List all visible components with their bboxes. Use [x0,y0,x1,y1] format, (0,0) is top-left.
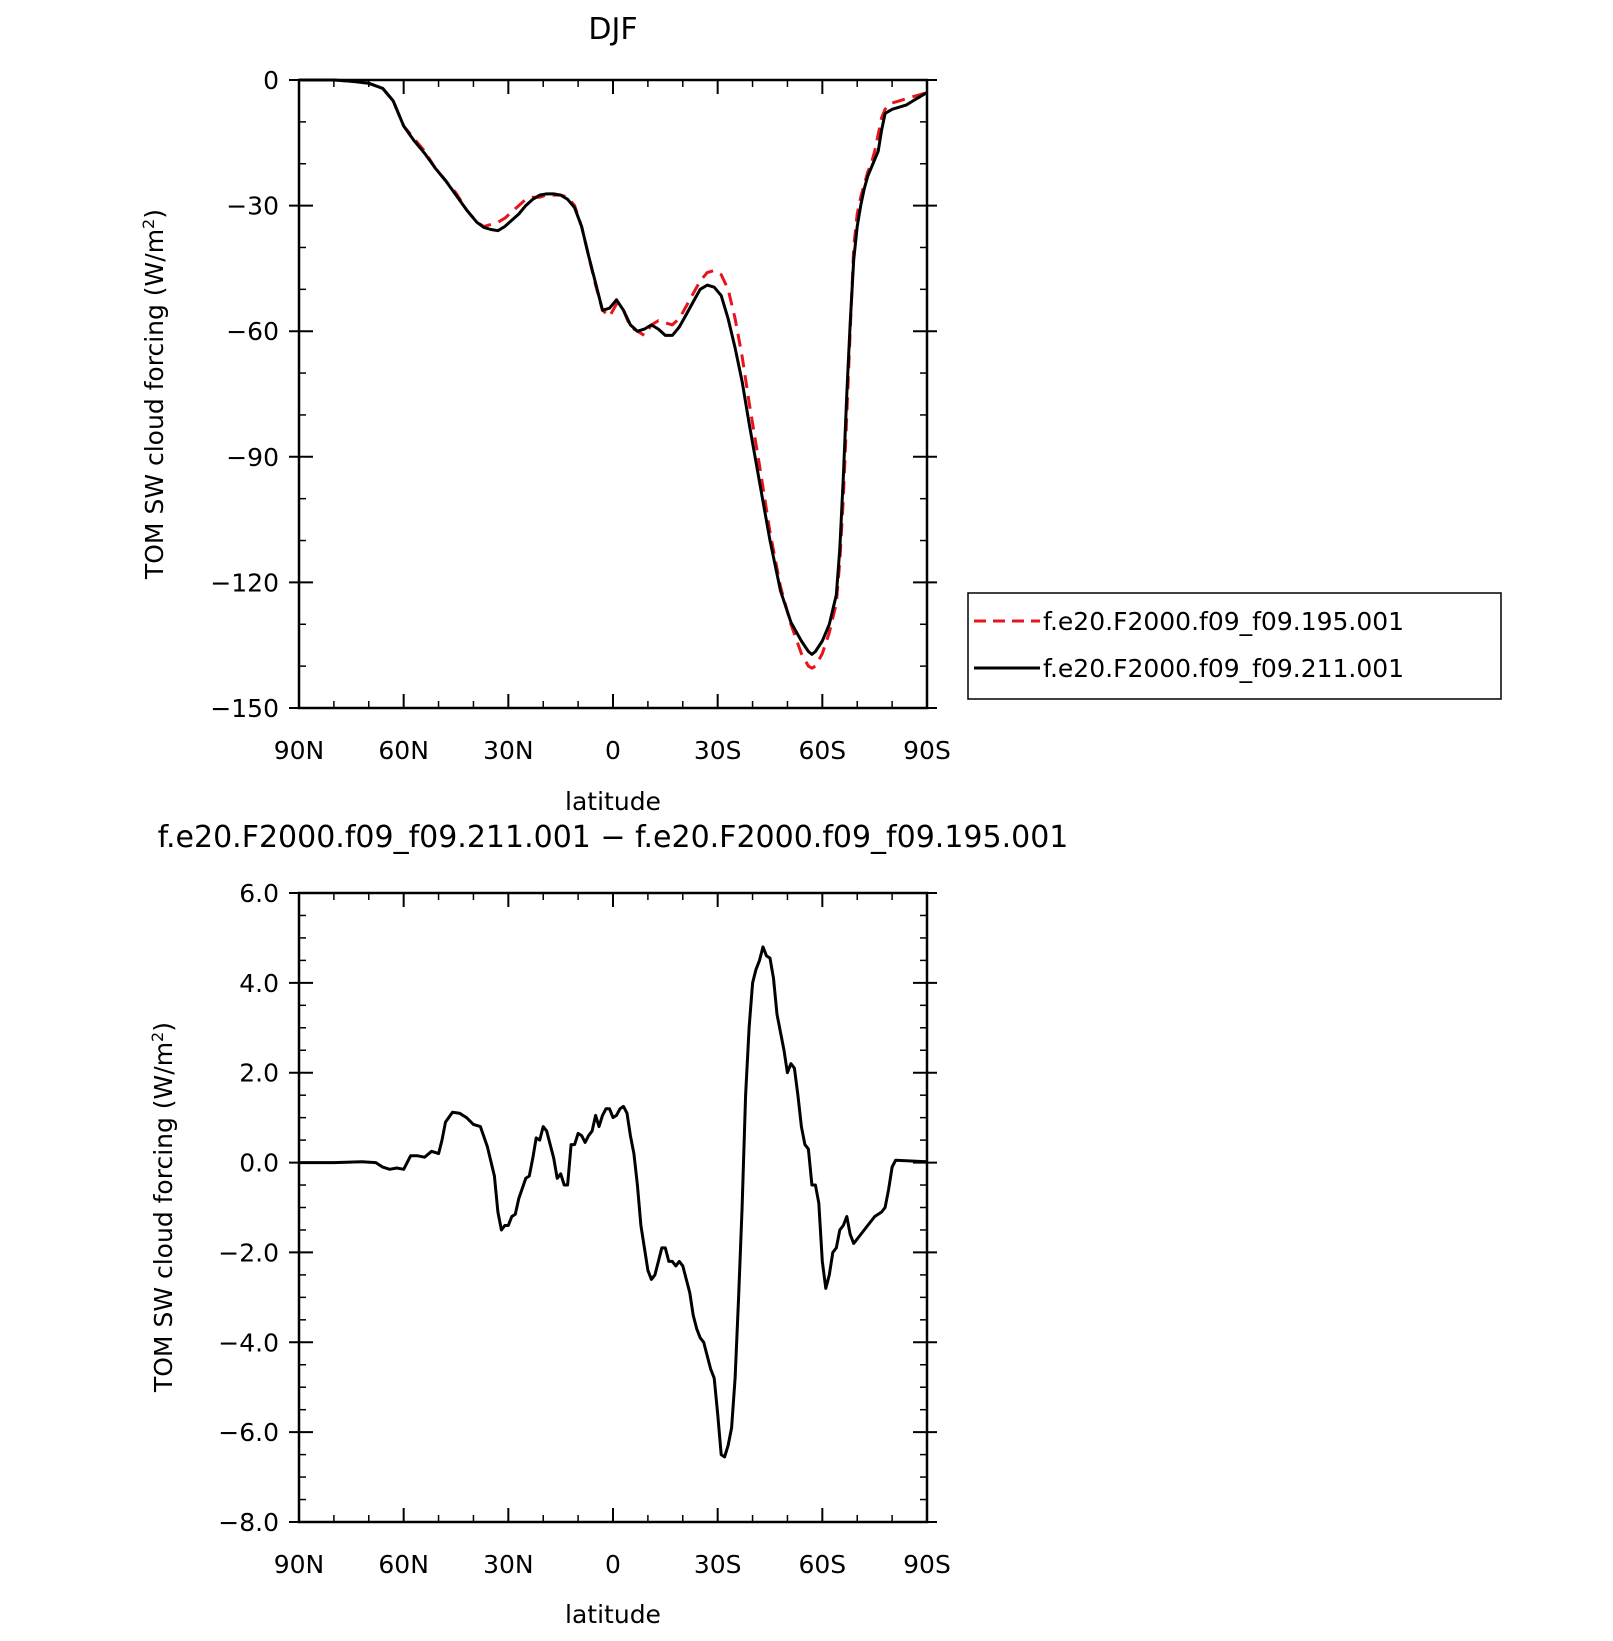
bottom-chart-title: f.e20.F2000.f09_f09.211.001 − f.e20.F200… [158,820,1069,855]
top-panel: DJF 90N 60N 30N 0 30S 60S 90S 0 −30 −60 −90 −120 −1… [139,12,1502,816]
bottom-y-tick-label: −4.0 [218,1328,279,1357]
top-y-tick-label: −120 [210,568,279,597]
bottom-y-axis-label: TOM SW cloud forcing (W/m2) [148,1022,178,1393]
bottom-series-line-1 [299,945,928,1459]
top-x-tick-label: 60N [378,736,429,765]
top-x-tick-label: 0 [605,736,621,765]
top-x-tick-label: 60S [798,736,846,765]
bottom-x-tick-labels: 90N 60N 30N 0 30S 60S 90S [274,1550,951,1579]
bottom-y-tick-label: −6.0 [218,1418,279,1447]
top-y-tick-label: −30 [226,192,279,221]
bottom-y-tick-label: 4.0 [239,969,279,998]
bottom-x-tick-label: 90S [903,1550,951,1579]
bottom-plot-frame [297,891,929,1524]
legend-box [967,592,1502,700]
top-y-axis-label: TOM SW cloud forcing (W/m2) [139,209,169,580]
legend-label-211: f.e20.F2000.f09_f09.211.001 [1043,654,1404,683]
top-y-tick-labels: 0 −30 −60 −90 −120 −150 [210,66,279,723]
bottom-panel: f.e20.F2000.f09_f09.211.001 − f.e20.F200… [148,820,1068,1629]
top-y-tick-label: −150 [210,694,279,723]
bottom-y-tick-label: 0.0 [239,1149,279,1178]
bottom-y-tick-label: −2.0 [218,1238,279,1267]
bottom-y-tick-label: −8.0 [218,1508,279,1537]
top-y-tick-label: −60 [226,317,279,346]
bottom-x-tick-label: 30N [483,1550,534,1579]
bottom-y-tick-label: 2.0 [239,1059,279,1088]
top-y-tick-label: 0 [263,66,279,95]
top-x-tick-label: 90S [903,736,951,765]
top-axis-ticks [289,79,937,709]
bottom-axis-ticks [289,892,937,1523]
legend-label-195: f.e20.F2000.f09_f09.195.001 [1043,607,1404,636]
bottom-x-tick-label: 0 [605,1550,621,1579]
bottom-y-tick-labels: 6.0 4.0 2.0 0.0 −2.0 −4.0 −6.0 −8.0 [218,879,279,1537]
top-x-tick-label: 30S [694,736,742,765]
top-series-line-1 [299,78,928,670]
top-chart-title: DJF [588,12,637,47]
bottom-y-tick-label: 6.0 [239,879,279,908]
bottom-x-tick-label: 60S [798,1550,846,1579]
bottom-plot-lines [299,945,928,1459]
top-y-tick-label: −90 [226,443,279,472]
bottom-x-tick-label: 60N [378,1550,429,1579]
top-plot-lines [299,78,928,670]
bottom-x-tick-label: 90N [274,1550,325,1579]
legend: f.e20.F2000.f09_f09.195.001 f.e20.F2000.… [967,592,1502,700]
bottom-x-axis-label: latitude [565,1600,661,1629]
top-x-tick-labels: 90N 60N 30N 0 30S 60S 90S [274,736,951,765]
top-series-line-2 [299,78,928,656]
bottom-x-tick-label: 30S [694,1550,742,1579]
top-x-axis-label: latitude [565,787,661,816]
top-x-tick-label: 90N [274,736,325,765]
top-x-tick-label: 30N [483,736,534,765]
